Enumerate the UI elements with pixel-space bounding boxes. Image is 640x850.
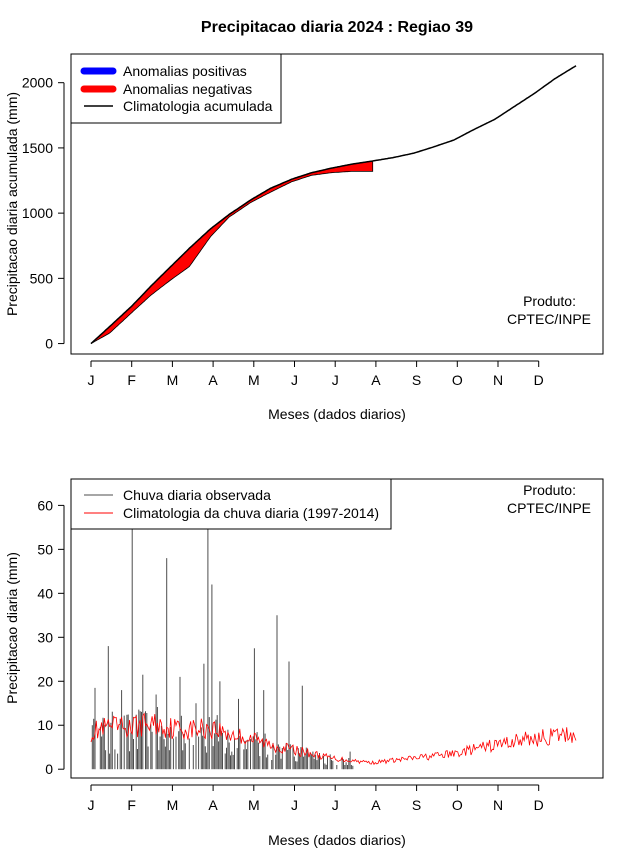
top-x-axis-label: Meses (dados diarios): [268, 406, 406, 422]
top-x-tick-label: F: [127, 372, 136, 388]
bottom-x-tick-label: J: [291, 797, 298, 813]
climatology-cumulative-line: [90, 65, 577, 345]
bottom-producer-name: CPTEC/INPE: [507, 500, 591, 516]
bottom-y-axis: 0 10 20 30 40 50 60: [37, 497, 65, 777]
top-x-tick-label: S: [412, 372, 421, 388]
top-y-axis-label: Precipitacao diaria acumulada (mm): [4, 92, 20, 316]
top-x-tick-label: M: [248, 372, 260, 388]
legend-label-clim-daily: Climatologia da chuva diaria (1997-2014): [123, 505, 379, 521]
bottom-x-tick-label: A: [371, 797, 381, 813]
observed-rain-bars: [91, 505, 354, 770]
daily-climatology-line: [90, 712, 577, 766]
legend-label-positive: Anomalias positivas: [123, 63, 247, 79]
top-producer-name: CPTEC/INPE: [507, 311, 591, 327]
top-x-tick-label: A: [371, 372, 381, 388]
negative-anomaly-area: [90, 160, 374, 344]
bottom-x-tick-label: O: [452, 797, 463, 813]
bottom-x-tick-label: A: [208, 797, 218, 813]
chart-title: Precipitacao diaria 2024 : Regiao 39: [201, 19, 473, 36]
bottom-x-tick-label: M: [248, 797, 260, 813]
top-y-tick-label: 1500: [22, 140, 53, 156]
legend-label-climatology: Climatologia acumulada: [123, 98, 273, 114]
legend-label-negative: Anomalias negativas: [123, 81, 252, 97]
daily-climatology-path: [90, 712, 577, 766]
bottom-y-tick-label: 40: [37, 585, 53, 601]
top-producer-label: Produto:: [523, 293, 576, 309]
bottom-legend-box: [70, 478, 392, 530]
bottom-x-tick-label: D: [534, 797, 544, 813]
cumulative-panel: 0 500 1000 1500 2000 J F M A M J J A S O N D Meses (dad…: [4, 53, 604, 422]
top-y-tick-label: 0: [45, 336, 53, 352]
top-x-tick-label: O: [452, 372, 463, 388]
top-y-axis: 0 500 1000 1500 2000: [22, 75, 65, 352]
bottom-y-tick-label: 60: [37, 497, 53, 513]
bottom-x-tick-label: N: [493, 797, 503, 813]
bottom-legend: Chuva diaria observada Climatologia da c…: [70, 478, 392, 530]
top-x-tick-label: N: [493, 372, 503, 388]
bottom-x-tick-label: J: [332, 797, 339, 813]
bottom-y-tick-label: 50: [37, 541, 53, 557]
legend-label-observed: Chuva diaria observada: [123, 487, 271, 503]
bottom-y-tick-label: 30: [37, 629, 53, 645]
bottom-producer-label: Produto:: [523, 482, 576, 498]
cumulative-lines: [90, 65, 577, 345]
top-plot-frame: [70, 53, 604, 355]
top-y-tick-label: 500: [30, 270, 54, 286]
daily-panel: 0 10 20 30 40 50 60 J F M A M J J A S O N D Meses (dados …: [4, 478, 604, 848]
top-x-tick-label: A: [208, 372, 218, 388]
top-x-tick-label: J: [88, 372, 95, 388]
bottom-x-tick-label: F: [127, 797, 136, 813]
top-legend: Anomalias positivas Anomalias negativas …: [70, 53, 282, 124]
top-y-tick-label: 2000: [22, 75, 53, 91]
bottom-x-tick-label: M: [167, 797, 179, 813]
bottom-x-axis-label: Meses (dados diarios): [268, 832, 406, 848]
bottom-y-tick-label: 20: [37, 673, 53, 689]
top-y-tick-label: 1000: [22, 205, 53, 221]
top-x-tick-label: M: [167, 372, 179, 388]
top-x-tick-label: J: [291, 372, 298, 388]
negative-anomaly-band: [90, 160, 374, 344]
bottom-x-tick-label: J: [88, 797, 95, 813]
bottom-y-axis-label: Precipitacao diaria (mm): [4, 552, 20, 704]
top-x-tick-label: J: [332, 372, 339, 388]
bottom-y-tick-label: 0: [45, 761, 53, 777]
top-x-tick-label: D: [534, 372, 544, 388]
bottom-x-tick-label: S: [412, 797, 421, 813]
bottom-y-tick-label: 10: [37, 717, 53, 733]
